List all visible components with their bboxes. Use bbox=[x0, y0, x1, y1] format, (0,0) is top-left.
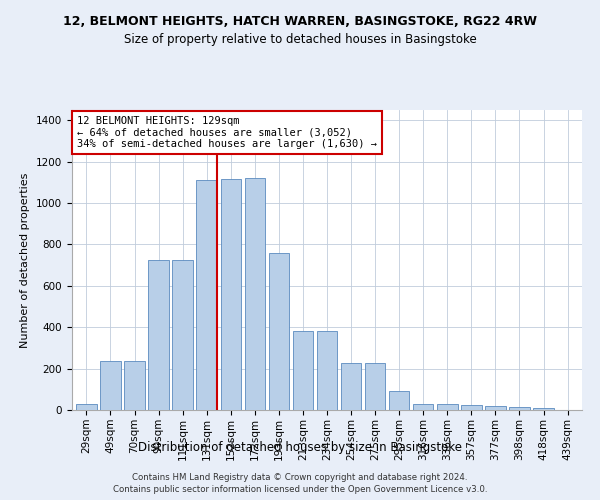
Bar bbox=[485, 406, 506, 410]
Bar bbox=[317, 332, 337, 410]
Text: 12 BELMONT HEIGHTS: 129sqm
← 64% of detached houses are smaller (3,052)
34% of s: 12 BELMONT HEIGHTS: 129sqm ← 64% of deta… bbox=[77, 116, 377, 149]
Bar bbox=[196, 180, 217, 410]
Bar bbox=[76, 404, 97, 410]
Bar bbox=[269, 253, 289, 410]
Bar bbox=[365, 364, 385, 410]
Bar bbox=[148, 260, 169, 410]
Bar bbox=[461, 405, 482, 410]
Bar bbox=[293, 332, 313, 410]
Bar bbox=[389, 392, 409, 410]
Bar bbox=[509, 407, 530, 410]
Text: Size of property relative to detached houses in Basingstoke: Size of property relative to detached ho… bbox=[124, 32, 476, 46]
Bar bbox=[100, 362, 121, 410]
Bar bbox=[172, 260, 193, 410]
Bar bbox=[124, 362, 145, 410]
Text: Contains HM Land Registry data © Crown copyright and database right 2024.: Contains HM Land Registry data © Crown c… bbox=[132, 473, 468, 482]
Bar bbox=[341, 364, 361, 410]
Bar bbox=[533, 408, 554, 410]
Bar bbox=[221, 180, 241, 410]
Text: 12, BELMONT HEIGHTS, HATCH WARREN, BASINGSTOKE, RG22 4RW: 12, BELMONT HEIGHTS, HATCH WARREN, BASIN… bbox=[63, 15, 537, 28]
Bar bbox=[245, 178, 265, 410]
Y-axis label: Number of detached properties: Number of detached properties bbox=[20, 172, 31, 348]
Bar bbox=[437, 404, 458, 410]
Bar bbox=[413, 404, 433, 410]
Text: Distribution of detached houses by size in Basingstoke: Distribution of detached houses by size … bbox=[138, 441, 462, 454]
Text: Contains public sector information licensed under the Open Government Licence v3: Contains public sector information licen… bbox=[113, 486, 487, 494]
